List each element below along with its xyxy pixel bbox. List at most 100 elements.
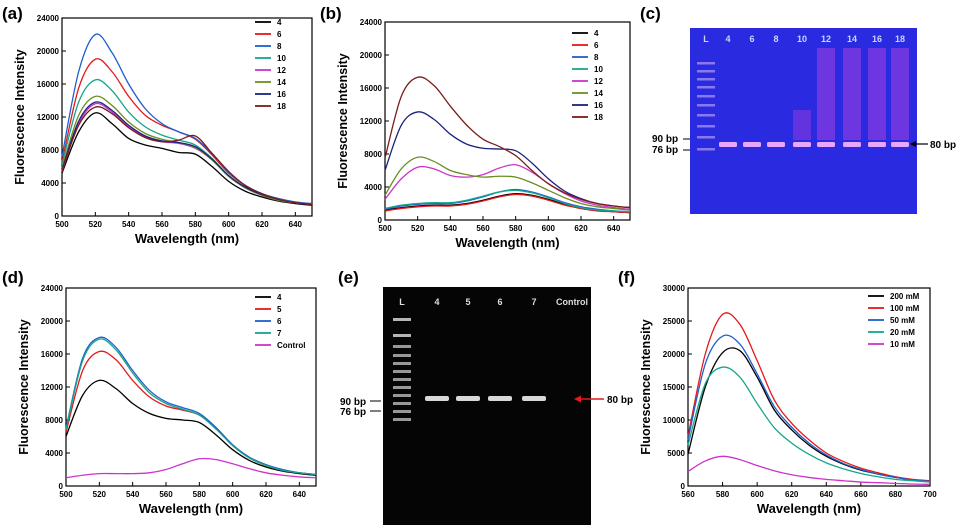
gel-e-arrow-head (574, 395, 581, 403)
gel-c-bands (719, 48, 909, 147)
gel-c-lane-label-4: 10 (797, 34, 807, 44)
gel-e-product-label: 80 bp (607, 395, 633, 406)
gel-e-ladder-band-2 (393, 345, 411, 348)
gel-e-band-3 (488, 396, 512, 401)
gel-c-ladder-band-2 (697, 78, 715, 81)
gel-c-lane-label-2: 6 (749, 34, 754, 44)
gel-c-smear-8 (891, 48, 909, 140)
y-tick-label-d-6: 24000 (41, 284, 64, 293)
gel-c-ladder-band-1 (697, 70, 715, 73)
y-tick-label-f-2: 10000 (663, 416, 686, 425)
legend-label-a-4: 12 (277, 66, 286, 75)
gel-c-ladder-band-6 (697, 114, 715, 117)
legend-label-a-3: 10 (277, 54, 286, 63)
gel-c-band-8 (891, 142, 909, 147)
legend-label-f-1: 100 mM (890, 304, 920, 313)
legend-label-f-3: 20 mM (890, 328, 915, 337)
legend-label-b-0: 4 (594, 29, 599, 38)
gel-e-background (383, 287, 591, 525)
x-tick-label-a-1: 520 (89, 220, 103, 229)
y-axis-label-d: Fluorescence Intensity (17, 319, 31, 455)
legend-label-b-5: 14 (594, 89, 603, 98)
x-tick-label-f-2: 600 (750, 490, 764, 499)
gel-c-arrow-head (910, 141, 916, 147)
x-tick-label-a-7: 640 (289, 220, 303, 229)
x-tick-label-f-5: 660 (854, 490, 868, 499)
series-line-f-0 (687, 347, 931, 483)
legend-label-b-1: 6 (594, 41, 599, 50)
legend-label-a-2: 8 (277, 42, 282, 51)
y-tick-label-d-4: 16000 (41, 350, 64, 359)
y-tick-label-b-5: 20000 (360, 51, 383, 60)
gel-c-ladder (697, 62, 715, 151)
chart-b: 500 520 540 560 580 600 620 640 0 4000 8000 12000 16… (336, 18, 631, 250)
series-line-d-1 (65, 350, 317, 476)
gel-c-ladder-band-0 (697, 62, 715, 65)
gel-image-e: L 4 5 6 7 Control 90 bp 76 bp 80 bp (340, 287, 633, 525)
legend-label-d-3: 7 (277, 329, 282, 338)
gel-e-lane-label-3: 6 (497, 297, 502, 307)
y-tick-label-a-3: 12000 (37, 113, 60, 122)
gel-c-smear-7 (868, 48, 886, 140)
legend-label-d-4: Control (277, 341, 305, 350)
y-tick-label-b-6: 24000 (360, 18, 383, 27)
legend-label-d-2: 6 (277, 317, 282, 326)
series-line-a-3 (61, 78, 313, 206)
series-line-f-3 (687, 366, 931, 483)
y-tick-label-b-3: 12000 (360, 117, 383, 126)
gel-e-marker-90: 90 bp (340, 397, 366, 408)
y-tick-label-b-0: 0 (378, 216, 383, 225)
panel-label-f: (f) (618, 268, 635, 287)
y-tick-label-a-0: 0 (55, 212, 60, 221)
gel-e-ladder-band-1 (393, 334, 411, 337)
x-tick-label-a-5: 600 (222, 220, 236, 229)
x-axis-label-d: Wavelength (nm) (139, 501, 243, 516)
x-tick-label-b-0: 500 (378, 224, 392, 233)
series-line-d-4 (65, 457, 317, 479)
gel-e-lane-label-0: L (399, 297, 405, 307)
gel-e-bands (425, 396, 546, 401)
x-axis-label-a: Wavelength (nm) (135, 231, 239, 246)
gel-e-ladder-band-11 (393, 418, 411, 421)
x-tick-label-f-0: 560 (681, 490, 695, 499)
y-tick-label-a-4: 16000 (37, 80, 60, 89)
x-tick-label-b-2: 540 (444, 224, 458, 233)
chart-d: 500 520 540 560 580 600 620 640 0 4000 8000 12000 16… (17, 284, 317, 516)
x-tick-label-d-4: 580 (193, 490, 207, 499)
y-tick-label-d-0: 0 (59, 482, 64, 491)
y-tick-label-a-6: 24000 (37, 14, 60, 23)
series-line-d-3 (65, 338, 317, 476)
legend-label-d-0: 4 (277, 293, 282, 302)
y-tick-label-a-1: 4000 (41, 179, 59, 188)
series-line-b-4 (384, 163, 631, 210)
y-tick-label-b-2: 8000 (364, 150, 382, 159)
y-tick-label-f-5: 25000 (663, 317, 686, 326)
x-tick-label-b-1: 520 (411, 224, 425, 233)
y-tick-label-b-4: 16000 (360, 84, 383, 93)
gel-c-ladder-band-5 (697, 104, 715, 107)
series-line-b-6 (384, 111, 631, 209)
panel-label-c: (c) (640, 4, 661, 23)
series-line-a-0 (61, 112, 313, 206)
x-tick-label-d-3: 560 (159, 490, 173, 499)
gel-c-smear-4 (793, 110, 811, 140)
y-tick-label-f-1: 5000 (667, 449, 685, 458)
gel-image-c: L 4 6 8 10 12 14 16 18 90 bp 76 bp 80 bp (652, 28, 956, 214)
x-tick-label-b-7: 640 (607, 224, 621, 233)
legend-label-f-2: 50 mM (890, 316, 915, 325)
x-tick-label-d-2: 540 (126, 490, 140, 499)
x-tick-label-a-3: 560 (155, 220, 169, 229)
gel-c-lane-label-7: 16 (872, 34, 882, 44)
gel-e-band-2 (456, 396, 480, 401)
gel-c-marker-90: 90 bp (652, 134, 678, 145)
y-tick-label-f-6: 30000 (663, 284, 686, 293)
gel-c-lane-labels: L 4 6 8 10 12 14 16 18 (703, 34, 905, 44)
series-line-a-5 (61, 95, 313, 206)
x-tick-label-f-4: 640 (820, 490, 834, 499)
series-line-a-4 (61, 102, 313, 206)
panel-label-b: (b) (320, 4, 342, 23)
gel-c-lane-label-3: 8 (773, 34, 778, 44)
y-tick-label-d-2: 8000 (45, 416, 63, 425)
y-axis-label-a: Fluorescence Intensity (13, 49, 27, 185)
